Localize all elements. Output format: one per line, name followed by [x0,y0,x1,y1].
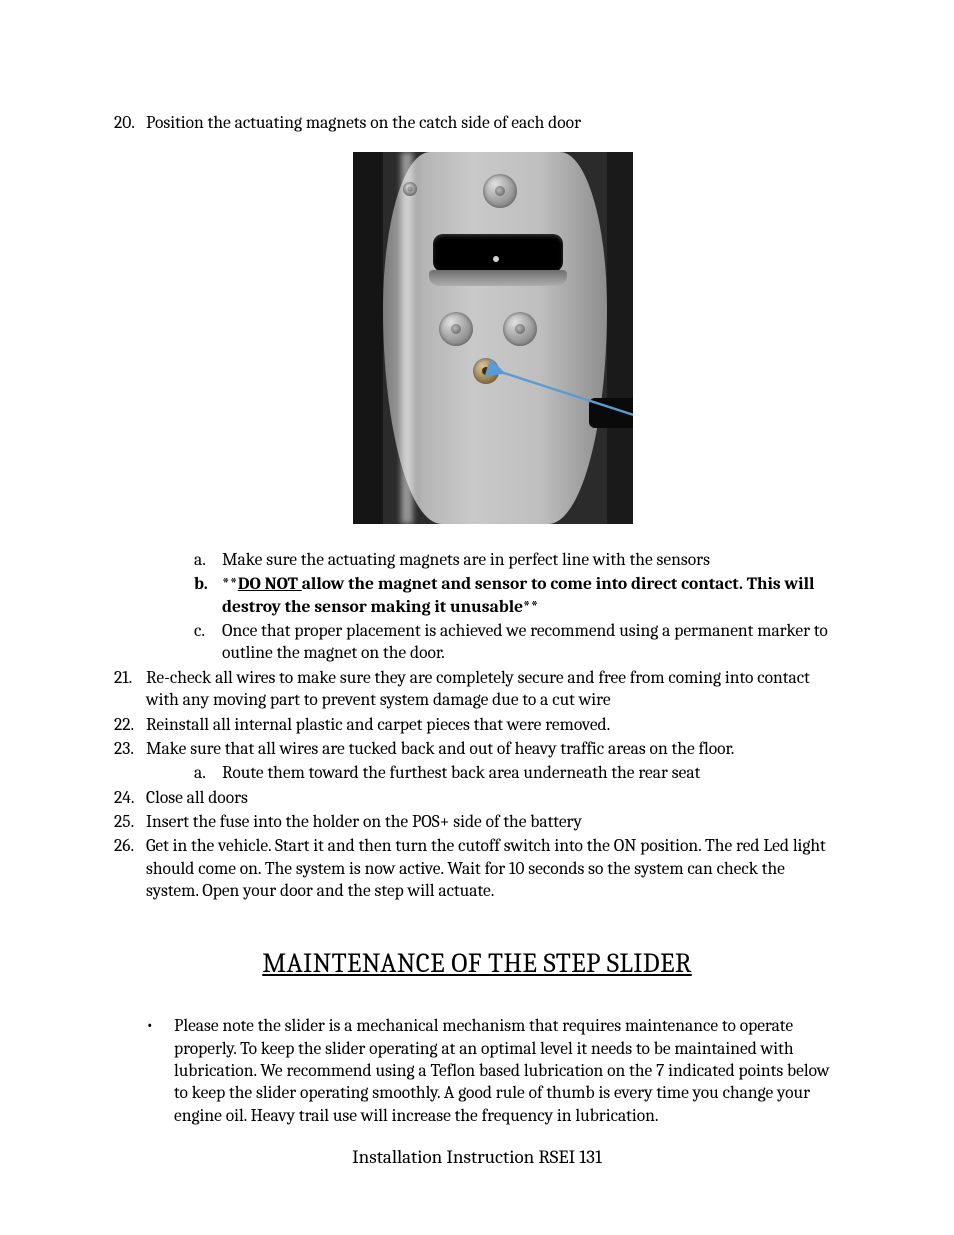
step-number: 26. [114,835,142,857]
step-20-sublist: a. Make sure the actuating magnets are i… [146,549,840,665]
maintenance-heading: MAINTENANCE OF THE STEP SLIDER [114,947,840,982]
step-text: Reinstall all internal plastic and carpe… [146,715,610,735]
step-number: 22. [114,714,142,736]
sub-letter: b. [194,573,218,595]
step-text: Position the actuating magnets on the ca… [146,113,581,133]
step-23: 23. Make sure that all wires are tucked … [114,738,840,785]
step-23a: a. Route them toward the furthest back a… [194,762,840,784]
step-number: 25. [114,811,142,833]
warning-pre: ** [222,574,238,594]
door-latch-photo [353,152,633,524]
warning-donot: DO NOT [238,574,302,594]
sub-letter: a. [194,549,218,571]
main-steps-list: 20. Position the actuating magnets on th… [114,112,840,903]
step-20b: b. **DO NOT allow the magnet and sensor … [194,573,840,618]
step-26: 26. Get in the vehicle. Start it and the… [114,835,840,902]
step-21: 21. Re-check all wires to make sure they… [114,667,840,712]
step-20c: c. Once that proper placement is achieve… [194,620,840,665]
step-22: 22. Reinstall all internal plastic and c… [114,714,840,736]
step-number: 20. [114,112,142,134]
step-25: 25. Insert the fuse into the holder on t… [114,811,840,833]
step-text: Close all doors [146,788,248,808]
document-page: 20. Position the actuating magnets on th… [0,0,954,1235]
figure-wrap [146,152,840,530]
warning-rest: allow the magnet and sensor to come into… [222,574,814,616]
step-20a: a. Make sure the actuating magnets are i… [194,549,840,571]
step-text: Insert the fuse into the holder on the P… [146,812,582,832]
step-text: Make sure that all wires are tucked back… [146,739,734,759]
step-23-sublist: a. Route them toward the furthest back a… [146,762,840,784]
page-footer: Installation Instruction RSEI 131 [0,1145,954,1169]
step-number: 24. [114,787,142,809]
pointer-arrow-icon [493,362,633,422]
step-text: Get in the vehicle. Start it and then tu… [146,836,826,901]
sub-letter: a. [194,762,218,784]
sub-text: Make sure the actuating magnets are in p… [222,550,710,570]
step-text: Re-check all wires to make sure they are… [146,668,810,710]
maintenance-bullet: Please note the slider is a mechanical m… [146,1015,840,1127]
sub-text: Route them toward the furthest back area… [222,763,700,783]
maintenance-list: Please note the slider is a mechanical m… [114,1015,840,1127]
step-24: 24. Close all doors [114,787,840,809]
sub-letter: c. [194,620,218,642]
step-number: 23. [114,738,142,760]
sub-text: Once that proper placement is achieved w… [222,621,828,663]
maintenance-text: Please note the slider is a mechanical m… [174,1016,830,1126]
step-number: 21. [114,667,142,689]
step-20: 20. Position the actuating magnets on th… [114,112,840,665]
